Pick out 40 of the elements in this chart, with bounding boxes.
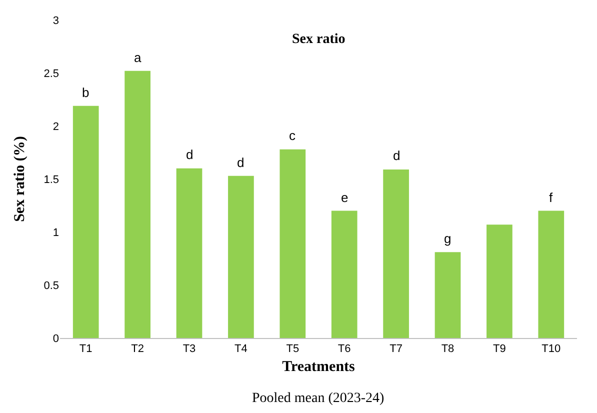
annotation: c [289,128,296,143]
annotation: f [549,190,553,205]
annotation: a [134,50,142,65]
bar [486,224,512,338]
bar [228,176,254,338]
bar [331,210,358,338]
x-tick-label: T9 [493,343,506,356]
annotation: g [444,231,452,246]
bar [72,106,99,338]
x-axis-title: Treatments [282,359,356,376]
y-tick-label: 3 [52,14,59,27]
bar [124,70,150,338]
text: Sex ratio [292,32,346,47]
y-tick-label: 1 [52,226,59,239]
x-tick-label: T1 [79,343,92,356]
y-axis-title: Sex ratio (%) [12,136,28,222]
bar [176,168,202,338]
x-tick-label: T2 [131,343,144,356]
x-tick-label: T7 [390,343,402,356]
y-tick-label: 0.5 [44,280,59,292]
annotation: b [82,85,90,100]
y-tick-label: 1.5 [44,174,59,186]
x-tick-label: T8 [441,343,454,356]
annotation: d [393,148,400,163]
x-tick-label: T4 [234,343,248,356]
annotation: e [341,190,348,205]
x-tick-label: T3 [182,343,196,356]
text: Pooled mean (2023-24) [252,391,385,406]
x-tick-label: T10 [542,343,561,356]
annotation: d [186,147,194,162]
y-tick-label: 2.5 [44,68,59,80]
annotation: d [237,155,244,170]
x-tick-label: T5 [286,343,300,356]
bar [538,210,564,338]
bar [280,149,306,338]
x-tick-label: T6 [338,343,351,356]
y-tick-label: 2 [52,120,59,133]
bar [434,252,461,338]
bar [383,169,409,338]
y-tick-label: 0 [52,332,59,345]
